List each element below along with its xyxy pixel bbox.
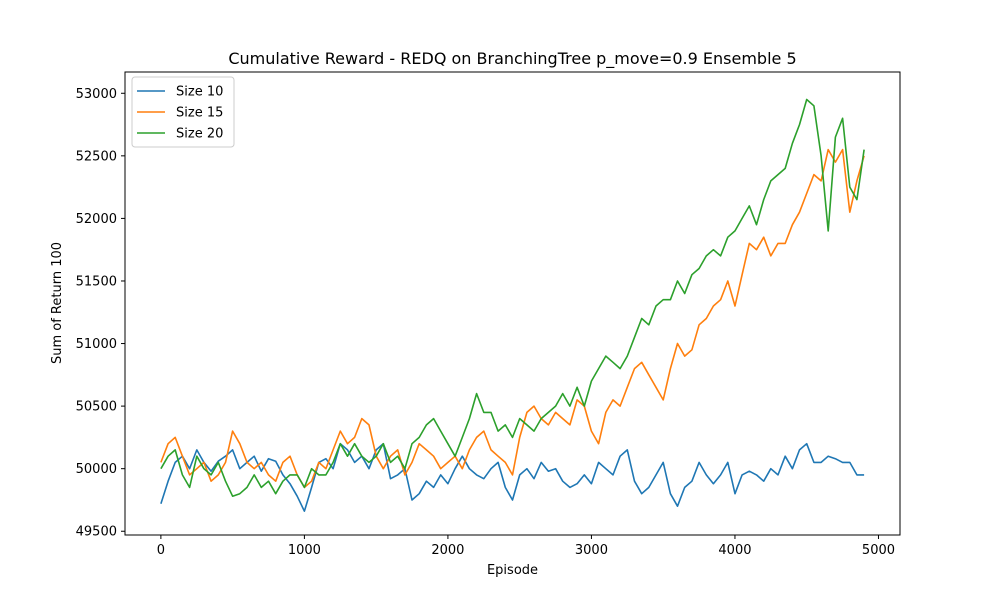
axes-background bbox=[125, 72, 900, 535]
series-line-size-10 bbox=[160, 442, 865, 512]
y-axis-label: Sum of Return 100 bbox=[50, 242, 65, 364]
series-layer bbox=[160, 98, 865, 512]
legend-items: Size 10 Size 15 Size 20 bbox=[137, 85, 223, 142]
y-tick-label: 50000 bbox=[76, 462, 117, 477]
y-tick-label: 52000 bbox=[76, 212, 117, 227]
legend-label-size-15: Size 15 bbox=[176, 106, 223, 121]
axes-frame bbox=[124, 71, 901, 536]
legend: Size 10 Size 15 Size 20 bbox=[131, 76, 235, 148]
x-tick-label: 3000 bbox=[575, 543, 608, 558]
legend-label-size-20: Size 20 bbox=[176, 127, 223, 142]
series-line-size-20 bbox=[160, 98, 865, 497]
y-tick-label: 53000 bbox=[76, 87, 117, 102]
plot-area: 0 1000 2000 3000 4000 5000 49500 50000 50500 510… bbox=[76, 71, 901, 558]
y-axis-ticks: 49500 50000 50500 51000 51500 52000 52500 53000 bbox=[76, 87, 125, 540]
x-tick-label: 1000 bbox=[288, 543, 321, 558]
y-tick-label: 49500 bbox=[76, 525, 117, 540]
x-axis-ticks: 0 1000 2000 3000 4000 5000 bbox=[157, 535, 895, 558]
series-line-size-15 bbox=[160, 148, 865, 489]
y-tick-label: 50500 bbox=[76, 400, 117, 415]
x-tick-label: 0 bbox=[157, 543, 165, 558]
y-tick-label: 51000 bbox=[76, 337, 117, 352]
y-tick-label: 52500 bbox=[76, 149, 117, 164]
chart-title: Cumulative Reward - REDQ on BranchingTre… bbox=[228, 49, 796, 69]
x-tick-label: 2000 bbox=[431, 543, 464, 558]
x-axis-label: Episode bbox=[487, 563, 538, 578]
x-tick-label: 5000 bbox=[862, 543, 895, 558]
y-tick-label: 51500 bbox=[76, 274, 117, 289]
legend-box bbox=[131, 76, 235, 148]
legend-label-size-10: Size 10 bbox=[176, 85, 223, 100]
x-tick-label: 4000 bbox=[718, 543, 751, 558]
